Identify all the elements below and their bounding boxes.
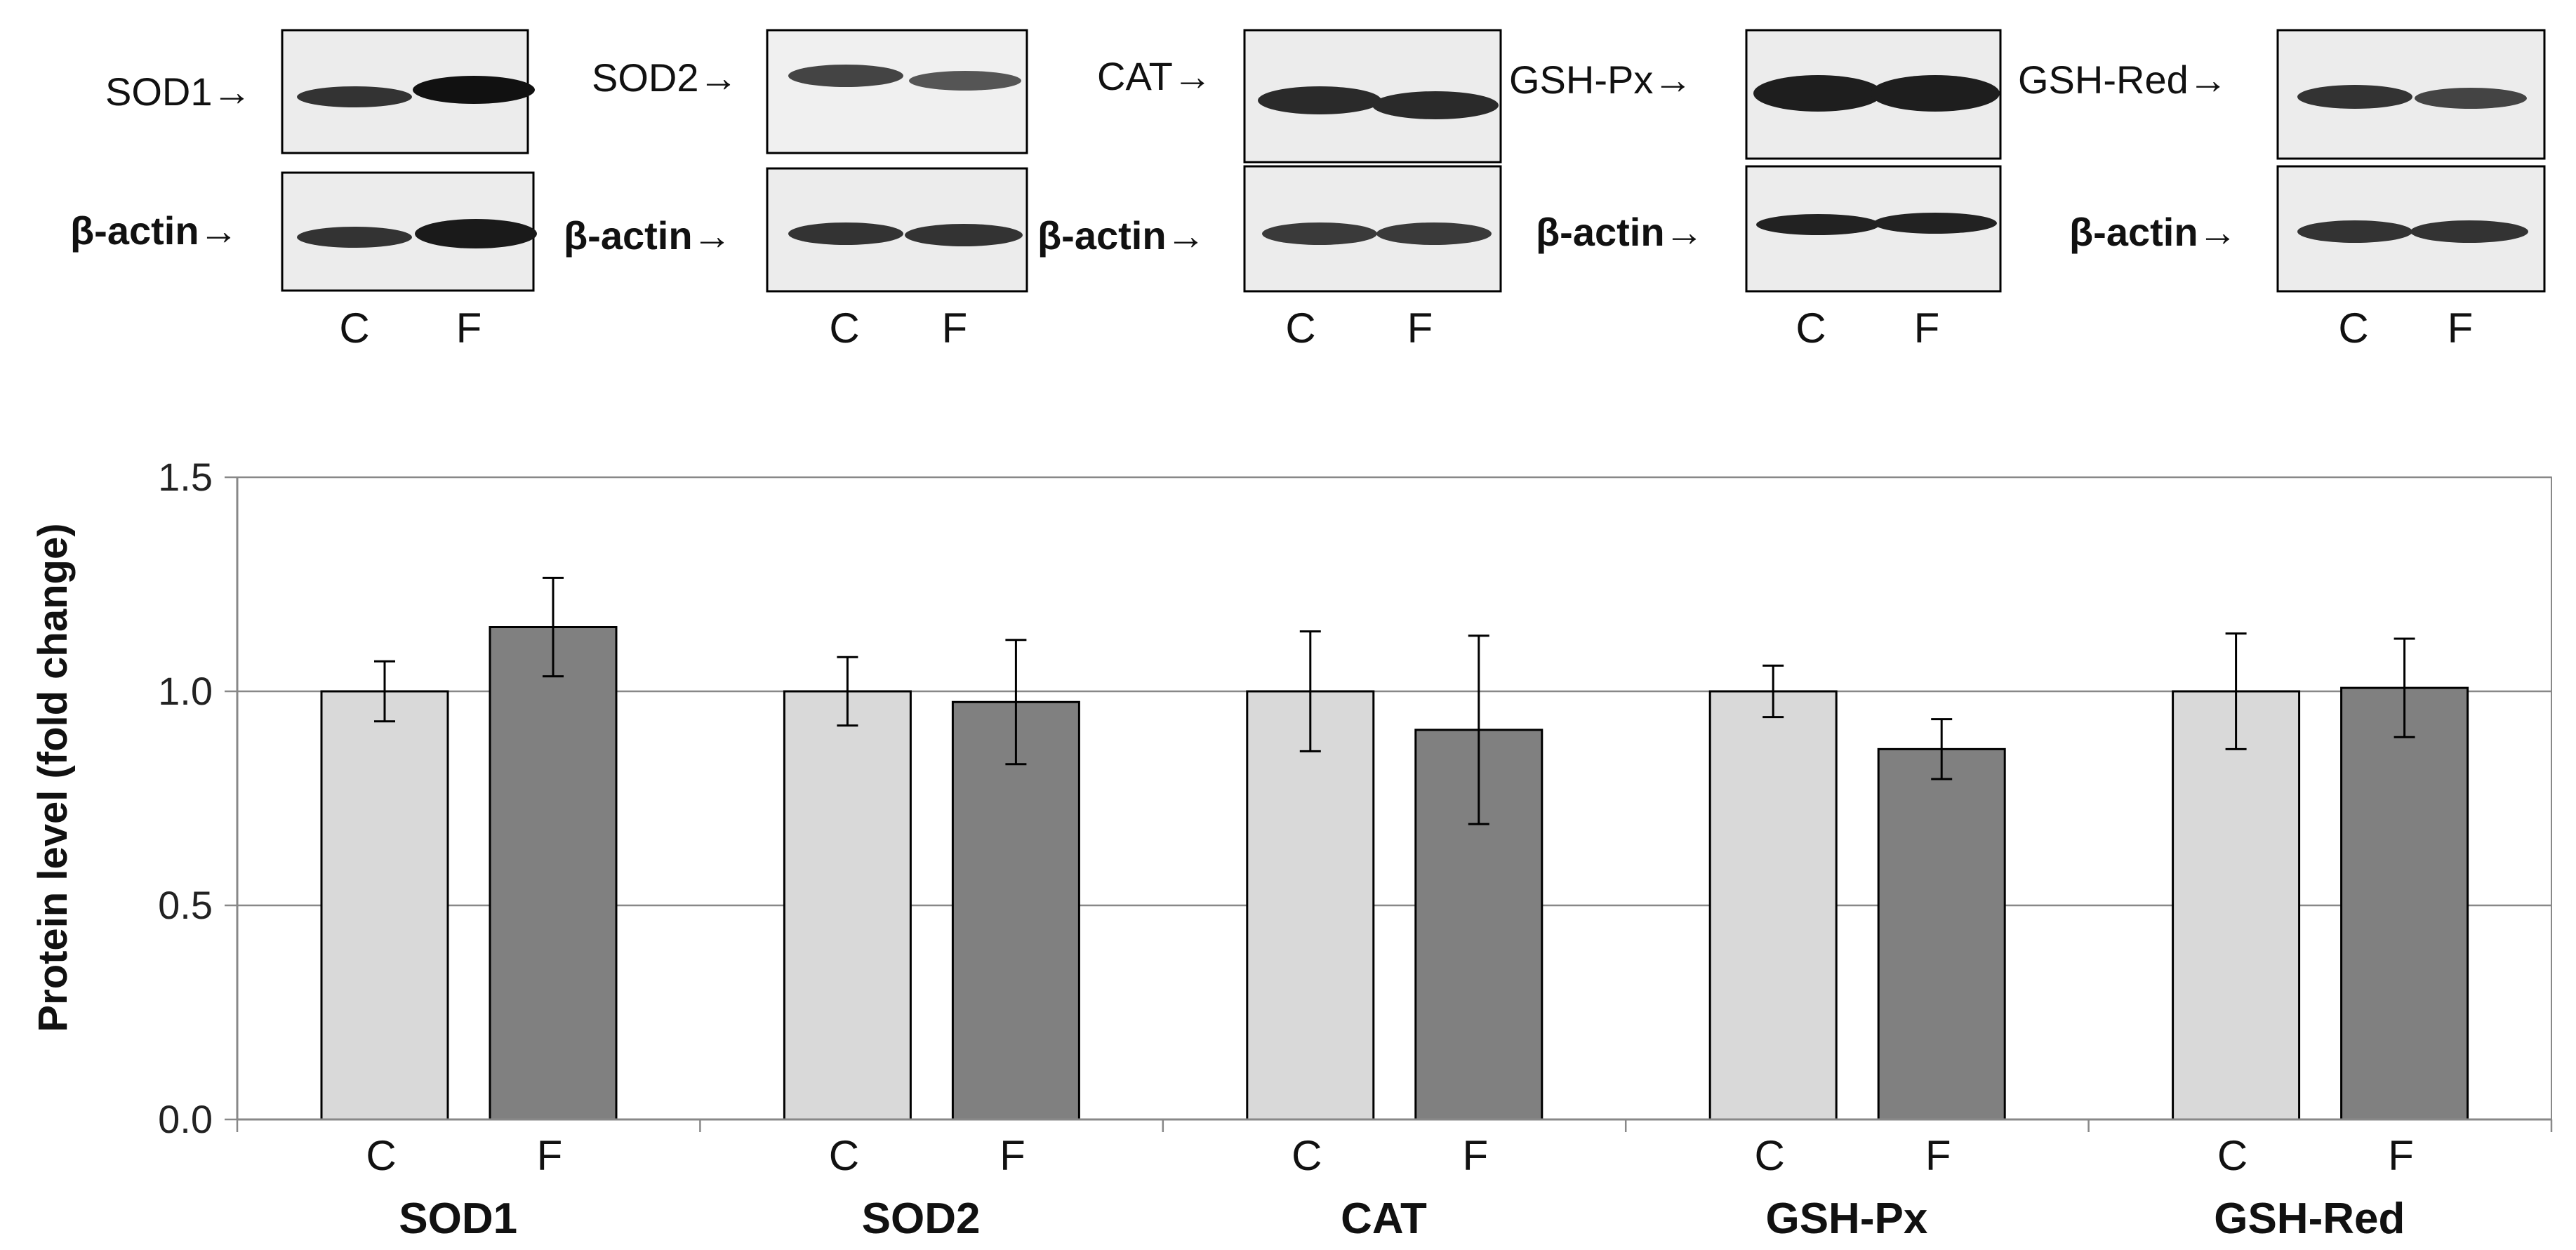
error-bars bbox=[374, 576, 2415, 825]
y-tick-label: 1.5 bbox=[158, 455, 213, 499]
axes bbox=[236, 477, 2553, 1132]
x-category-sod2: SOD2 bbox=[862, 1195, 981, 1243]
band-actin-gsh-px-c bbox=[1756, 214, 1880, 235]
band-actin-gsh-px-f bbox=[1873, 213, 1997, 234]
band-actin-sod1-c bbox=[297, 227, 412, 248]
blot-gsh-red: GSH-Red→ β-actin→ C F bbox=[2018, 29, 2546, 352]
bars bbox=[320, 626, 2469, 1121]
band-actin-sod1-f bbox=[415, 219, 537, 248]
bar-sod2-c bbox=[783, 690, 912, 1121]
y-tick-label: 0.0 bbox=[158, 1097, 213, 1141]
bar-cat-c bbox=[1246, 690, 1375, 1121]
lane-c-sod1: C bbox=[339, 305, 369, 352]
x-category-gsh-red: GSH-Red bbox=[2214, 1195, 2405, 1243]
bar-gsh-px-f bbox=[1877, 747, 2006, 1121]
bar-sod1-c bbox=[320, 690, 449, 1121]
lane-f-sod2: F bbox=[942, 305, 968, 352]
blot-sod1: SOD1→ β-actin→ C F bbox=[70, 29, 537, 352]
x-category-gsh-px: GSH-Px bbox=[1765, 1195, 1927, 1243]
band-sod1-c bbox=[297, 86, 412, 107]
band-actin-cat-c bbox=[1262, 222, 1377, 245]
y-axis-ticks: 0.0 0.5 1.0 1.5 bbox=[158, 455, 237, 1141]
blot-label-sod2: SOD2→ bbox=[592, 55, 738, 100]
band-gsh-red-c bbox=[2297, 85, 2412, 109]
band-gsh-red-f bbox=[2415, 88, 2527, 109]
control-label-cat: β-actin→ bbox=[1037, 213, 1206, 258]
x-sublabel: C bbox=[829, 1132, 859, 1179]
bar-gsh-red-f bbox=[2340, 686, 2469, 1121]
bar-gsh-red-c bbox=[2172, 690, 2301, 1121]
blot-label-sod1: SOD1→ bbox=[105, 69, 252, 114]
x-sublabel: F bbox=[1462, 1132, 1488, 1179]
lane-c-cat: C bbox=[1285, 305, 1315, 352]
x-sublabel: C bbox=[1292, 1132, 1322, 1179]
blot-cat: CAT→ β-actin→ C F bbox=[1037, 29, 1502, 352]
band-sod2-c bbox=[788, 65, 903, 87]
bar-sod1-f bbox=[489, 626, 618, 1121]
blot-label-cat: CAT→ bbox=[1097, 54, 1212, 98]
y-tick-label: 1.0 bbox=[158, 669, 213, 713]
control-label-gsh-px: β-actin→ bbox=[1536, 210, 1704, 254]
band-actin-gsh-red-f bbox=[2410, 220, 2528, 243]
x-category-cat: CAT bbox=[1341, 1195, 1427, 1243]
band-actin-gsh-red-c bbox=[2297, 220, 2412, 243]
band-actin-sod2-f bbox=[905, 224, 1023, 246]
bar-gsh-px-c bbox=[1708, 690, 1838, 1121]
x-sublabel: F bbox=[1925, 1132, 1951, 1179]
control-label-sod2: β-actin→ bbox=[564, 213, 732, 258]
blot-box-sod2-target bbox=[766, 29, 1028, 154]
x-sublabel: C bbox=[2217, 1132, 2248, 1179]
western-blots: SOD1→ β-actin→ C F SOD2→ β-actin→ C F bbox=[70, 29, 2546, 352]
x-sublabel: C bbox=[366, 1132, 396, 1179]
band-cat-c bbox=[1258, 86, 1381, 114]
control-label-gsh-red: β-actin→ bbox=[2069, 210, 2238, 254]
lane-f-cat: F bbox=[1407, 305, 1433, 352]
bar-sod2-f bbox=[951, 700, 1080, 1121]
x-sublabel: F bbox=[537, 1132, 563, 1179]
band-actin-sod2-c bbox=[788, 222, 903, 245]
blot-sod2: SOD2→ β-actin→ C F bbox=[564, 29, 1028, 352]
x-sublabel: C bbox=[1755, 1132, 1785, 1179]
lane-c-gsh-red: C bbox=[2338, 305, 2368, 352]
x-category-sod1: SOD1 bbox=[399, 1195, 517, 1243]
y-axis-label: Protein level (fold change) bbox=[30, 523, 76, 1032]
band-sod1-f bbox=[413, 76, 535, 104]
control-label-sod1: β-actin→ bbox=[70, 208, 239, 253]
blot-label-gsh-red: GSH-Red→ bbox=[2018, 58, 2228, 102]
lane-f-sod1: F bbox=[456, 305, 482, 352]
x-sublabel: F bbox=[1000, 1132, 1025, 1179]
band-gsh-px-c bbox=[1753, 75, 1883, 112]
blot-label-gsh-px: GSH-Px→ bbox=[1509, 58, 1692, 102]
x-sublabel: F bbox=[2388, 1132, 2414, 1179]
lane-c-sod2: C bbox=[829, 305, 859, 352]
lane-f-gsh-px: F bbox=[1914, 305, 1940, 352]
band-actin-cat-f bbox=[1376, 222, 1492, 245]
band-cat-f bbox=[1372, 91, 1499, 119]
band-gsh-px-f bbox=[1871, 75, 2000, 112]
y-tick-label: 0.5 bbox=[158, 883, 213, 927]
band-sod2-f bbox=[909, 71, 1021, 91]
lane-f-gsh-red: F bbox=[2448, 305, 2474, 352]
lane-c-gsh-px: C bbox=[1795, 305, 1826, 352]
blot-gsh-px: GSH-Px→ β-actin→ C F bbox=[1509, 29, 2002, 352]
